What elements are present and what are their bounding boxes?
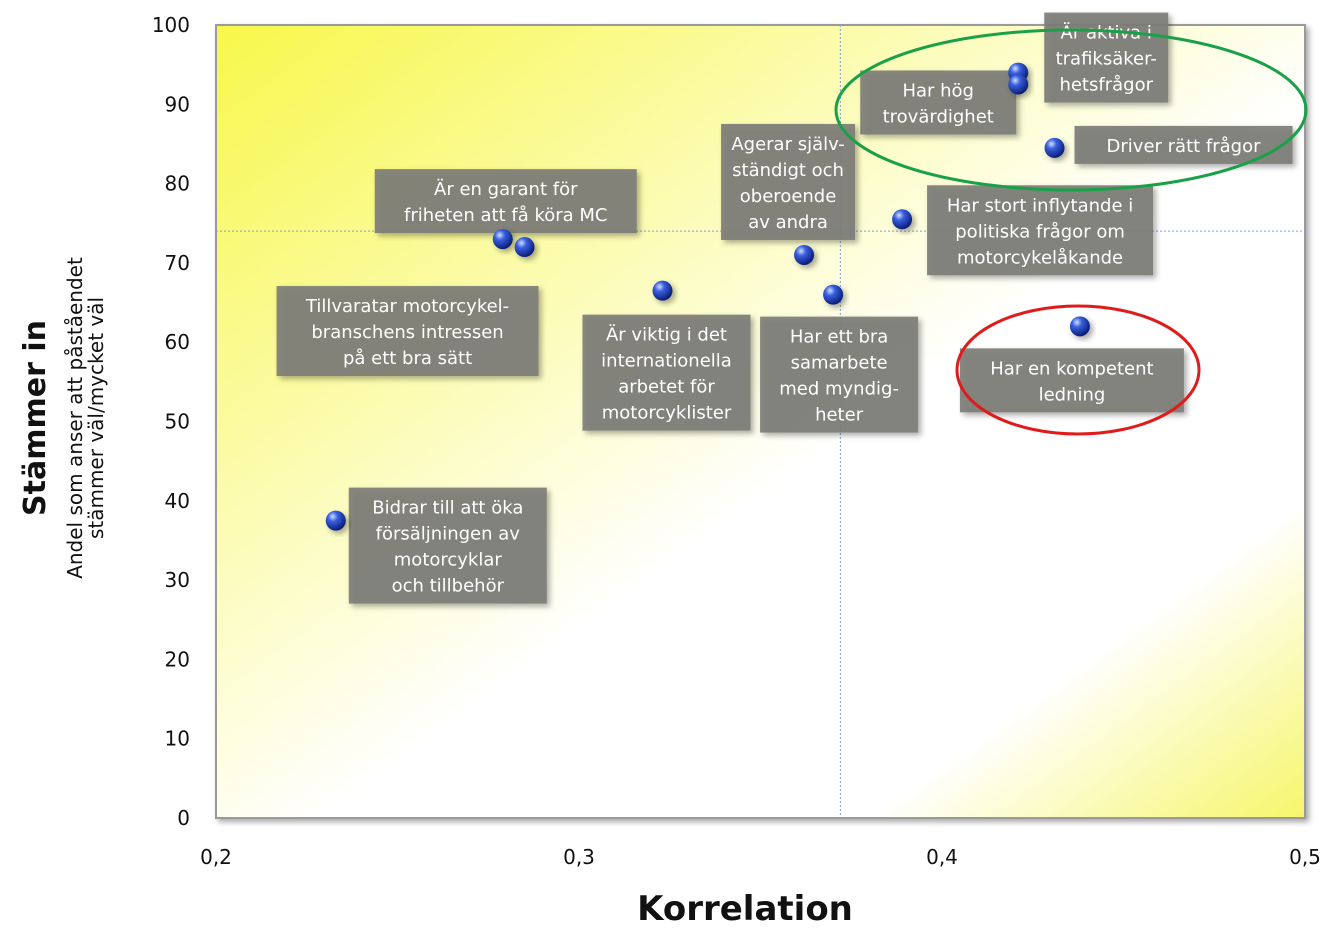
y-tick-label: 80	[165, 172, 190, 196]
point-label-text: ständigt och	[732, 160, 844, 181]
y-tick-label: 20	[165, 647, 190, 671]
point-label-text: på ett bra sätt	[343, 348, 472, 369]
point-label: Agerar själv-ständigt och oberoende av and…	[721, 123, 856, 240]
point-label-text: branschens intressen	[311, 322, 503, 343]
point-label-text: Har en kompetent	[990, 358, 1153, 379]
x-tick-label: 0,3	[563, 845, 595, 869]
x-tick-label: 0,4	[926, 845, 958, 869]
point-label: Bidrar till att öka försäljningen av motor…	[348, 487, 547, 604]
point-label-text: trovärdighet	[883, 106, 994, 127]
point-label-text: Har stort inflytande i	[947, 195, 1133, 216]
point-label: Är en garant för friheten att få köra MC	[374, 169, 637, 234]
point-label-text: Tillvaratar motorcykel-	[305, 296, 509, 317]
point-label-box	[860, 70, 1017, 135]
highlight-ellipse-red	[955, 304, 1201, 436]
point-label-text: Bidrar till att öka	[372, 498, 523, 519]
point-label-box	[374, 169, 637, 234]
point-label-text: arbetet för	[618, 377, 715, 398]
point-label-box	[348, 487, 547, 604]
point-label: Har en kompetent ledning	[959, 348, 1184, 413]
point-label-text: hetsfrågor	[1059, 75, 1153, 96]
y-tick-label: 10	[165, 727, 190, 751]
data-point	[492, 229, 513, 250]
point-label-text: politiska frågor om	[955, 221, 1125, 242]
point-label-text: samarbete	[791, 353, 888, 374]
data-point	[794, 244, 815, 265]
y-axis-title: Stämmer in	[18, 320, 53, 516]
y-tick-label: 40	[165, 489, 190, 513]
point-label-text: trafiksäker-	[1056, 49, 1157, 70]
point-label-text: Har ett bra	[790, 327, 888, 348]
y-tick-label: 50	[165, 410, 190, 434]
x-axis-title: Korrelation	[637, 889, 853, 929]
y-axis-subtitle-line-2: stämmer väl/mycket väl	[84, 297, 108, 539]
point-label: Är viktig i det internationella arbetet fö…	[582, 314, 751, 431]
point-label-box	[721, 123, 856, 240]
data-point	[325, 510, 346, 531]
point-label-text: försäljningen av	[376, 524, 521, 545]
point-label: Tillvaratar motorcykel-branschens intres…	[276, 286, 539, 377]
point-label-text: Är en garant för	[434, 179, 578, 200]
point-label-text: ledning	[1039, 384, 1106, 405]
data-point	[1044, 137, 1065, 158]
point-label-text: och tillbehör	[392, 576, 505, 597]
point-label-text: med myndig-	[779, 379, 899, 400]
point-label-text: Är viktig i det	[606, 325, 727, 346]
point-label-text: heter	[815, 405, 864, 426]
point-label-text: motorcyklar	[394, 550, 503, 571]
point-label: Driver rätt frågor	[1074, 125, 1293, 164]
point-label: Har ett bra samarbete med myndig-heter	[760, 316, 919, 433]
data-point	[514, 237, 535, 258]
point-label-text: av andra	[748, 212, 828, 233]
point-label-text: oberoende	[740, 186, 837, 207]
data-point	[892, 209, 913, 230]
point-label-text: internationella	[601, 351, 732, 372]
point-label-box	[927, 185, 1154, 276]
y-tick-label: 0	[177, 806, 190, 830]
data-point	[1069, 316, 1090, 337]
point-label-box	[1044, 12, 1169, 103]
y-tick-label: 30	[165, 568, 190, 592]
point-label-text: motorcyklister	[602, 403, 732, 424]
point-label-box	[760, 316, 919, 433]
data-point	[652, 280, 673, 301]
point-label-text: motorcykelåkande	[957, 247, 1123, 268]
point-label: Är aktiva i trafiksäker-hetsfrågor	[1044, 12, 1169, 103]
point-label-text: Driver rätt frågor	[1107, 136, 1262, 157]
data-point	[1008, 74, 1029, 95]
y-tick-label: 70	[165, 251, 190, 275]
point-label: Har hög trovärdighet	[860, 70, 1017, 135]
y-tick-label: 100	[152, 13, 190, 37]
point-label-text: Har hög	[902, 80, 974, 101]
point-label-text: friheten att få köra MC	[404, 205, 607, 226]
x-tick-label: 0,2	[200, 845, 232, 869]
y-tick-label: 90	[165, 92, 190, 116]
data-point	[823, 284, 844, 305]
y-tick-label: 60	[165, 330, 190, 354]
x-tick-label: 0,5	[1289, 845, 1321, 869]
point-label-box	[276, 286, 539, 377]
point-label-box	[959, 348, 1184, 413]
point-label: Har stort inflytande i politiska frågor o…	[927, 185, 1154, 276]
point-label-text: Är aktiva i	[1061, 23, 1152, 44]
point-label-box	[1074, 125, 1293, 164]
y-axis-subtitle-line-1: Andel som anser att påståendet	[63, 257, 87, 579]
point-label-box	[582, 314, 751, 431]
point-label-text: Agerar själv-	[731, 134, 844, 155]
highlight-ellipse-green	[834, 28, 1308, 192]
